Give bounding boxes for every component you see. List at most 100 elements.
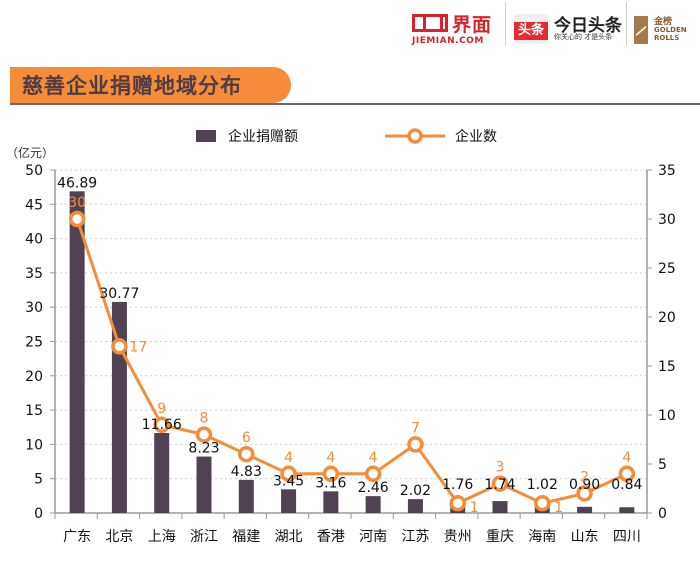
bar-value-label: 8.23 xyxy=(188,441,219,457)
line-marker xyxy=(153,416,170,434)
bar-value-label: 3.45 xyxy=(273,473,304,489)
line-value-label: 6 xyxy=(242,430,251,446)
logo-divider xyxy=(505,2,506,46)
y-right-tick-label: 30 xyxy=(658,212,676,228)
toutiao-badge-text: 头条 xyxy=(514,22,548,40)
bar xyxy=(69,191,85,513)
line-value-label: 30 xyxy=(68,195,86,211)
legend-bar-swatch xyxy=(196,130,216,142)
y-right-tick-label: 25 xyxy=(658,261,676,277)
data-labels: 46.89 30.77 11.66 8.23 4.83 3.45 3.16 2.46 2.02 1… xyxy=(57,175,642,516)
golden-rolls-icon xyxy=(634,16,648,44)
line-value-label: 3 xyxy=(496,460,505,476)
line-value-label: 4 xyxy=(622,450,631,466)
x-category-label: 上海 xyxy=(148,529,176,545)
line-marker xyxy=(238,445,255,463)
toutiao-logo-icon: 头条 xyxy=(514,14,548,44)
x-category-label: 北京 xyxy=(105,529,133,545)
x-category-label: 广东 xyxy=(63,529,91,545)
y-right-tick-label: 10 xyxy=(658,408,676,424)
line-marker xyxy=(364,465,382,483)
page-title: 慈善企业捐赠地域分布 xyxy=(22,74,242,98)
jiemian-logo-en: JIEMIAN.COM xyxy=(412,36,484,46)
y-left-tick-label: 0 xyxy=(34,506,43,522)
bar xyxy=(577,506,593,513)
line-marker xyxy=(449,494,466,512)
y-left-tick-label: 50 xyxy=(25,163,43,179)
line-value-label: 8 xyxy=(200,411,209,427)
x-category-label: 山东 xyxy=(571,529,599,545)
x-category-label: 贵州 xyxy=(444,529,472,545)
toutiao-slogan: 你关心的 才是头条 xyxy=(554,33,613,41)
bar-series xyxy=(69,191,635,513)
golden-rolls-cn: 金榜 xyxy=(654,17,673,27)
x-category-label: 重庆 xyxy=(486,529,514,545)
jiemian-logo-icon xyxy=(412,14,448,32)
y-right-tick-label: 20 xyxy=(658,310,676,326)
y-left-tick-label: 15 xyxy=(25,403,43,419)
line-marker xyxy=(68,210,86,228)
grid-lines xyxy=(55,169,647,480)
x-category-label: 江苏 xyxy=(401,529,429,545)
bar xyxy=(281,489,297,513)
line-value-label: 4 xyxy=(284,450,293,466)
line-series xyxy=(68,210,636,512)
line-value-label: 7 xyxy=(411,420,420,436)
line-value-label: 4 xyxy=(326,450,335,466)
toutiao-logo: 头条 今日头条 你关心的 才是头条 xyxy=(514,12,624,48)
x-category-label: 福建 xyxy=(232,529,260,545)
bar xyxy=(407,499,423,513)
bar-value-label: 1.76 xyxy=(442,477,473,493)
line-marker xyxy=(407,436,424,453)
y-right-tick-label: 15 xyxy=(658,359,676,375)
title-band: 慈善企业捐赠地域分布 xyxy=(10,67,291,103)
bar-value-label: 1.74 xyxy=(484,477,515,493)
y-left-tick-label: 45 xyxy=(25,197,43,213)
bar-value-label: 4.83 xyxy=(231,464,262,480)
legend-line-marker xyxy=(407,128,423,144)
bar-value-label: 11.66 xyxy=(142,417,182,433)
line-marker xyxy=(111,338,128,355)
bar-value-label: 0.84 xyxy=(611,477,642,493)
y-left-tick-label: 25 xyxy=(25,335,43,351)
line-marker xyxy=(322,465,340,483)
x-category-label: 河南 xyxy=(359,529,387,545)
line-value-label: 1 xyxy=(470,500,479,516)
line-value-label: 17 xyxy=(129,339,147,355)
x-category-label: 湖北 xyxy=(275,529,303,545)
y-left-unit-label: （亿元） xyxy=(6,145,54,160)
bar xyxy=(492,501,508,513)
jiemian-logo-cn: 界面 xyxy=(452,14,493,36)
bar xyxy=(154,433,170,513)
x-category-label: 海南 xyxy=(528,529,556,545)
bar xyxy=(365,496,381,513)
y-left-tick-label: 40 xyxy=(25,232,43,248)
bar-value-label: 30.77 xyxy=(99,286,139,302)
y-left-tick-label: 35 xyxy=(25,266,43,282)
y-left-tick-label: 5 xyxy=(34,472,43,488)
bar xyxy=(238,479,254,513)
bar xyxy=(619,507,635,513)
y-right-tick-label: 5 xyxy=(658,457,667,473)
bar-value-label: 1.02 xyxy=(527,477,558,493)
bar xyxy=(323,491,339,513)
jiemian-logo: 界面 JIEMIAN.COM xyxy=(412,12,522,48)
x-category-label: 四川 xyxy=(613,529,641,545)
x-category-label: 香港 xyxy=(317,529,345,545)
legend-bar-label: 企业捐赠额 xyxy=(228,128,298,145)
line-marker xyxy=(576,485,593,502)
line-value-label: 4 xyxy=(369,450,378,466)
bar-value-label: 3.16 xyxy=(315,475,346,491)
toutiao-logo-cn: 今日头条 xyxy=(554,16,622,36)
line-value-label: 2 xyxy=(580,469,589,485)
legend: 企业捐赠额 企业数 xyxy=(196,128,497,145)
title-underline xyxy=(10,103,700,105)
line-marker xyxy=(195,426,213,443)
axes: 0 5 10 15 20 25 30 35 40 45 50 0 5 10 15 20 25 30 35 广东 北京 上海… xyxy=(25,163,676,545)
bar xyxy=(196,456,212,513)
chart: 0 5 10 15 20 25 30 35 40 45 50 0 5 10 15 20 25 30 35 广东 北京 上海… xyxy=(6,128,676,545)
line-marker xyxy=(618,465,636,483)
y-left-tick-label: 20 xyxy=(25,369,43,385)
y-right-tick-label: 35 xyxy=(658,163,676,179)
bar-value-label: 2.02 xyxy=(400,483,431,499)
